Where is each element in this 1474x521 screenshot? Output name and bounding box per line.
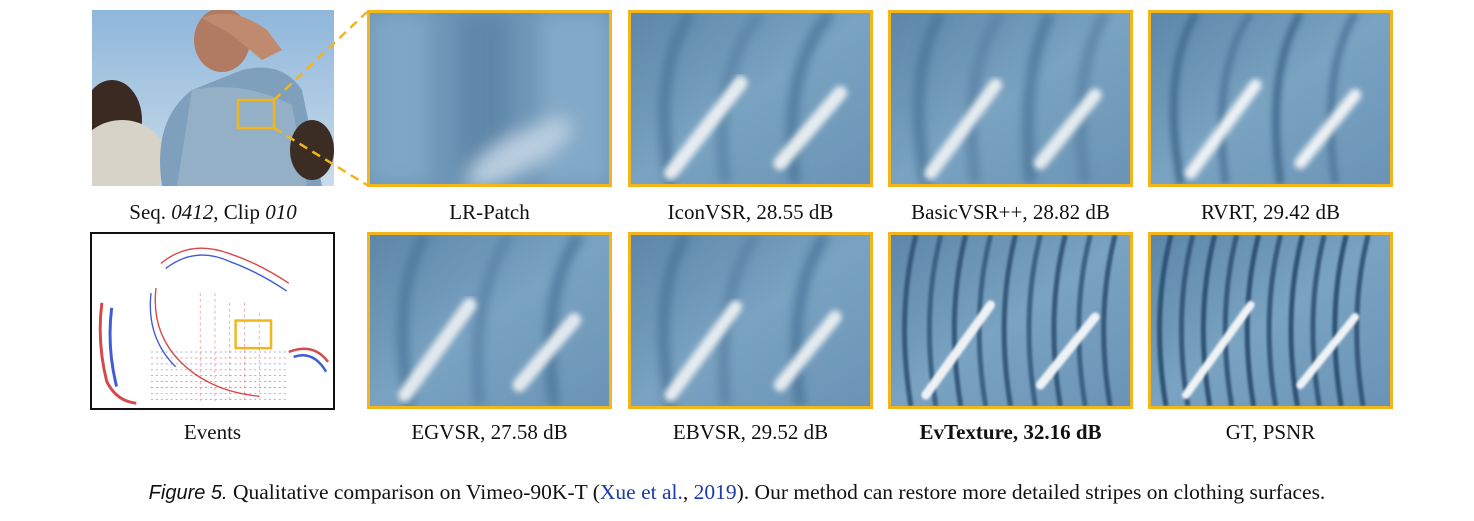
figure-label: Figure 5. — [148, 482, 228, 504]
caption-rvrt: RVRT, 29.42 dB — [1200, 200, 1340, 224]
events-image — [90, 232, 335, 410]
caption-gt: GT, PSNR — [1225, 420, 1316, 444]
citation-author-link[interactable]: Xue et al. — [599, 480, 683, 504]
caption-lr: LR-Patch — [449, 200, 530, 224]
patch-gt — [1148, 232, 1393, 409]
caption-basicvsrpp: BasicVSR++, 28.82 dB — [911, 200, 1110, 224]
patch-lr — [367, 10, 612, 187]
patch-iconvsr — [628, 10, 873, 187]
caption-iconvsr: IconVSR, 28.55 dB — [667, 200, 834, 224]
patch-evtexture — [888, 232, 1133, 409]
source-photo — [92, 10, 334, 186]
patch-rvrt — [1148, 10, 1393, 187]
caption-ebvsr: EBVSR, 29.52 dB — [672, 420, 829, 444]
caption-egvsr: EGVSR, 27.58 dB — [411, 420, 568, 444]
patch-basicvsrpp — [888, 10, 1133, 187]
caption-evtexture: EvTexture, 32.16 dB — [919, 420, 1102, 444]
citation-year-link[interactable]: 2019 — [693, 480, 737, 504]
figure-caption: Figure 5. Qualitative comparison on Vime… — [148, 480, 1326, 504]
patch-egvsr — [367, 232, 612, 409]
source-caption: Seq. 0412, Clip 010 — [129, 200, 297, 224]
patch-ebvsr — [628, 232, 873, 409]
events-caption: Events — [183, 420, 242, 444]
